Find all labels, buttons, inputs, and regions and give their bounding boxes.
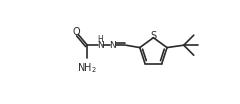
Text: H: H bbox=[97, 35, 103, 44]
Text: N: N bbox=[109, 41, 116, 50]
Text: N: N bbox=[97, 41, 104, 50]
Text: NH$_2$: NH$_2$ bbox=[77, 61, 97, 75]
Text: O: O bbox=[72, 27, 80, 37]
Text: S: S bbox=[150, 32, 156, 41]
